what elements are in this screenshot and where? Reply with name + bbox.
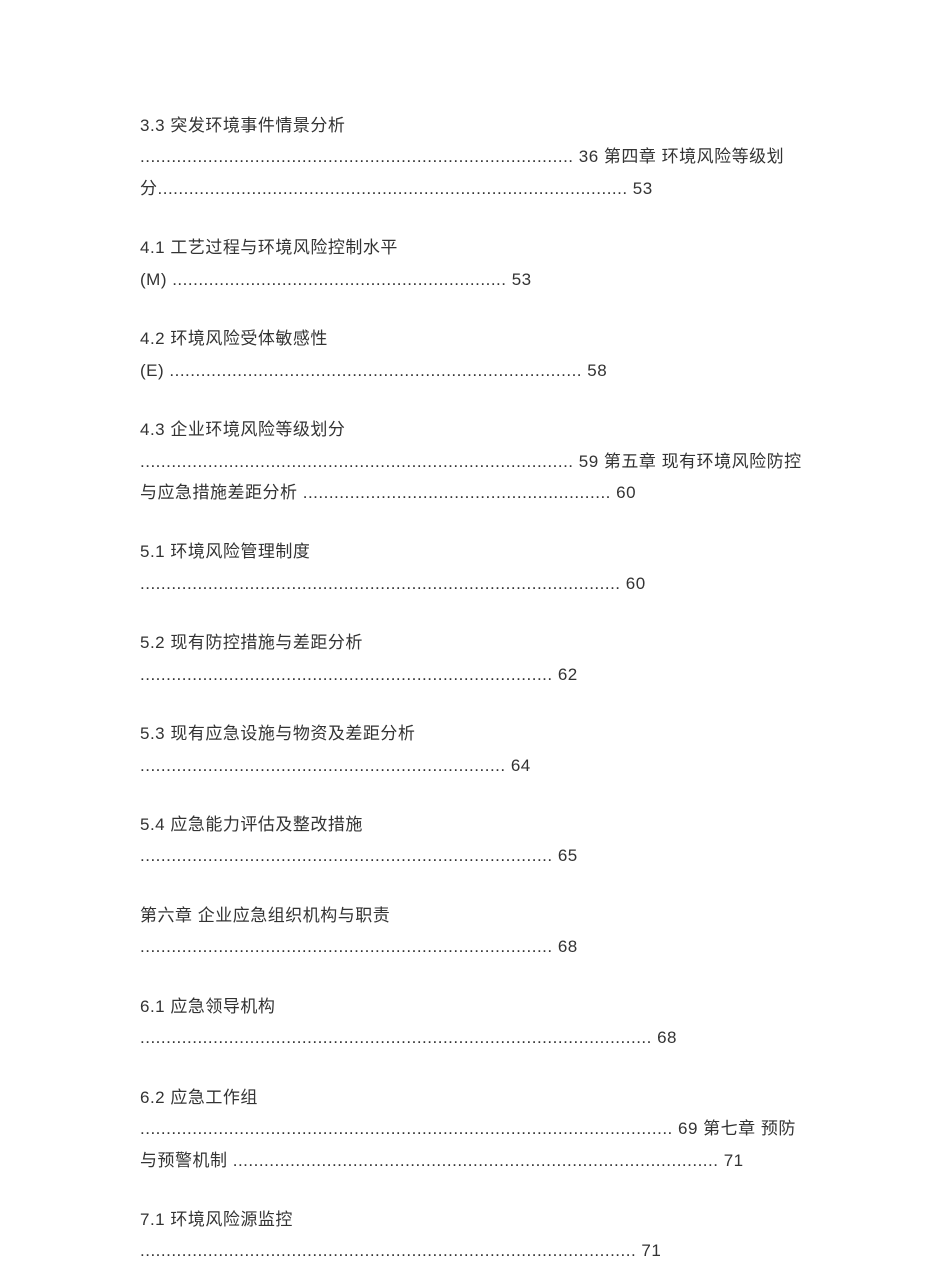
toc-entry-continuation: ........................................… <box>140 147 784 197</box>
toc-entry-title: 6.1 应急领导机构 <box>140 991 810 1022</box>
toc-entry-continuation: ........................................… <box>140 665 578 684</box>
toc-entry: 4.2 环境风险受体敏感性 (E) .......................… <box>140 323 810 386</box>
toc-entry-title: 5.4 应急能力评估及整改措施 <box>140 809 810 840</box>
toc-entry-continuation: ........................................… <box>140 574 646 593</box>
toc-entry-continuation: ........................................… <box>140 937 578 956</box>
toc-entry: 5.3 现有应急设施与物资及差距分析......................… <box>140 718 810 781</box>
toc-entry-title: 4.3 企业环境风险等级划分 <box>140 414 810 445</box>
toc-container: 3.3 突发环境事件情景分析..........................… <box>140 110 810 1267</box>
toc-entry-title: 5.2 现有防控措施与差距分析 <box>140 627 810 658</box>
toc-entry-title: 5.3 现有应急设施与物资及差距分析 <box>140 718 810 749</box>
toc-entry: 7.1 环境风险源监控.............................… <box>140 1204 810 1267</box>
toc-entry: 5.2 现有防控措施与差距分析.........................… <box>140 627 810 690</box>
toc-entry-title: 第六章 企业应急组织机构与职责 <box>140 900 810 931</box>
toc-entry-continuation: (M) ....................................… <box>140 270 532 289</box>
toc-entry: 第六章 企业应急组织机构与职责.........................… <box>140 900 810 963</box>
toc-entry-continuation: ........................................… <box>140 1028 677 1047</box>
toc-entry: 6.1 应急领导机构..............................… <box>140 991 810 1054</box>
toc-entry-continuation: ........................................… <box>140 756 531 775</box>
toc-entry: 4.3 企业环境风险等级划分..........................… <box>140 414 810 508</box>
toc-entry-title: 3.3 突发环境事件情景分析 <box>140 110 810 141</box>
toc-entry-title: 6.2 应急工作组 <box>140 1082 810 1113</box>
toc-entry-continuation: (E) ....................................… <box>140 361 607 380</box>
toc-entry-continuation: ........................................… <box>140 1119 796 1169</box>
toc-entry-title: 4.2 环境风险受体敏感性 <box>140 323 810 354</box>
toc-entry: 3.3 突发环境事件情景分析..........................… <box>140 110 810 204</box>
toc-entry-title: 4.1 工艺过程与环境风险控制水平 <box>140 232 810 263</box>
toc-entry: 6.2 应急工作组...............................… <box>140 1082 810 1176</box>
toc-entry: 5.1 环境风险管理制度............................… <box>140 536 810 599</box>
toc-entry-title: 7.1 环境风险源监控 <box>140 1204 810 1235</box>
toc-entry-title: 5.1 环境风险管理制度 <box>140 536 810 567</box>
toc-entry: 4.1 工艺过程与环境风险控制水平 (M) ...................… <box>140 232 810 295</box>
toc-entry-continuation: ........................................… <box>140 1241 661 1260</box>
toc-entry-continuation: ........................................… <box>140 846 578 865</box>
toc-entry-continuation: ........................................… <box>140 452 802 502</box>
toc-entry: 5.4 应急能力评估及整改措施.........................… <box>140 809 810 872</box>
